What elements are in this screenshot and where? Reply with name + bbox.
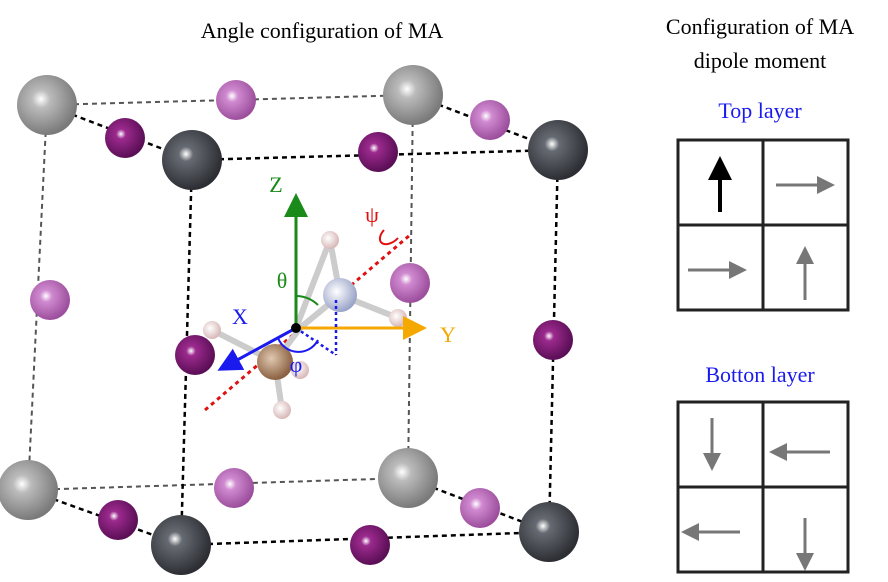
- atom: [533, 320, 573, 360]
- atom: [460, 488, 500, 528]
- atom: [175, 335, 215, 375]
- atom: [470, 100, 510, 140]
- origin: [291, 323, 301, 333]
- angle-label: ψ: [365, 202, 379, 227]
- atom: [389, 309, 407, 327]
- atom: [214, 468, 254, 508]
- atom: [203, 321, 221, 339]
- axis-label: Y: [440, 322, 456, 347]
- atom: [519, 502, 579, 562]
- layer-label: Top layer: [718, 98, 802, 123]
- dipole-panel: [676, 138, 850, 574]
- atom: [321, 231, 339, 249]
- atom: [291, 361, 309, 379]
- atom: [383, 65, 443, 125]
- angle-label: φ: [290, 352, 303, 377]
- atom: [98, 500, 138, 540]
- axis-label: X: [232, 304, 248, 329]
- atom: [378, 448, 438, 508]
- layer-label: Botton layer: [705, 362, 815, 387]
- angle-arc: [295, 295, 319, 306]
- panel-title: dipole moment: [694, 48, 827, 73]
- atom: [30, 280, 70, 320]
- atom: [350, 525, 390, 565]
- atom: [0, 460, 58, 520]
- atom: [358, 132, 398, 172]
- atom: [390, 263, 430, 303]
- atom: [257, 344, 293, 380]
- axis-line: [204, 233, 411, 412]
- angle-arc: [378, 229, 399, 246]
- atom: [216, 80, 256, 120]
- atom: [528, 120, 588, 180]
- angle-label: θ: [277, 268, 288, 293]
- atom: [105, 118, 145, 158]
- angle-arc: [277, 337, 319, 353]
- crystal-cell: [0, 65, 588, 575]
- panel-title: Configuration of MA: [666, 14, 854, 39]
- atom: [151, 515, 211, 575]
- atom: [17, 75, 77, 135]
- axis-label: Z: [269, 172, 282, 197]
- axis-line: [293, 238, 333, 330]
- atom: [273, 401, 291, 419]
- molecule: [203, 193, 427, 419]
- title: Angle configuration of MA: [201, 18, 444, 43]
- axis-line: [217, 326, 297, 371]
- atom: [162, 130, 222, 190]
- atom: [323, 278, 357, 312]
